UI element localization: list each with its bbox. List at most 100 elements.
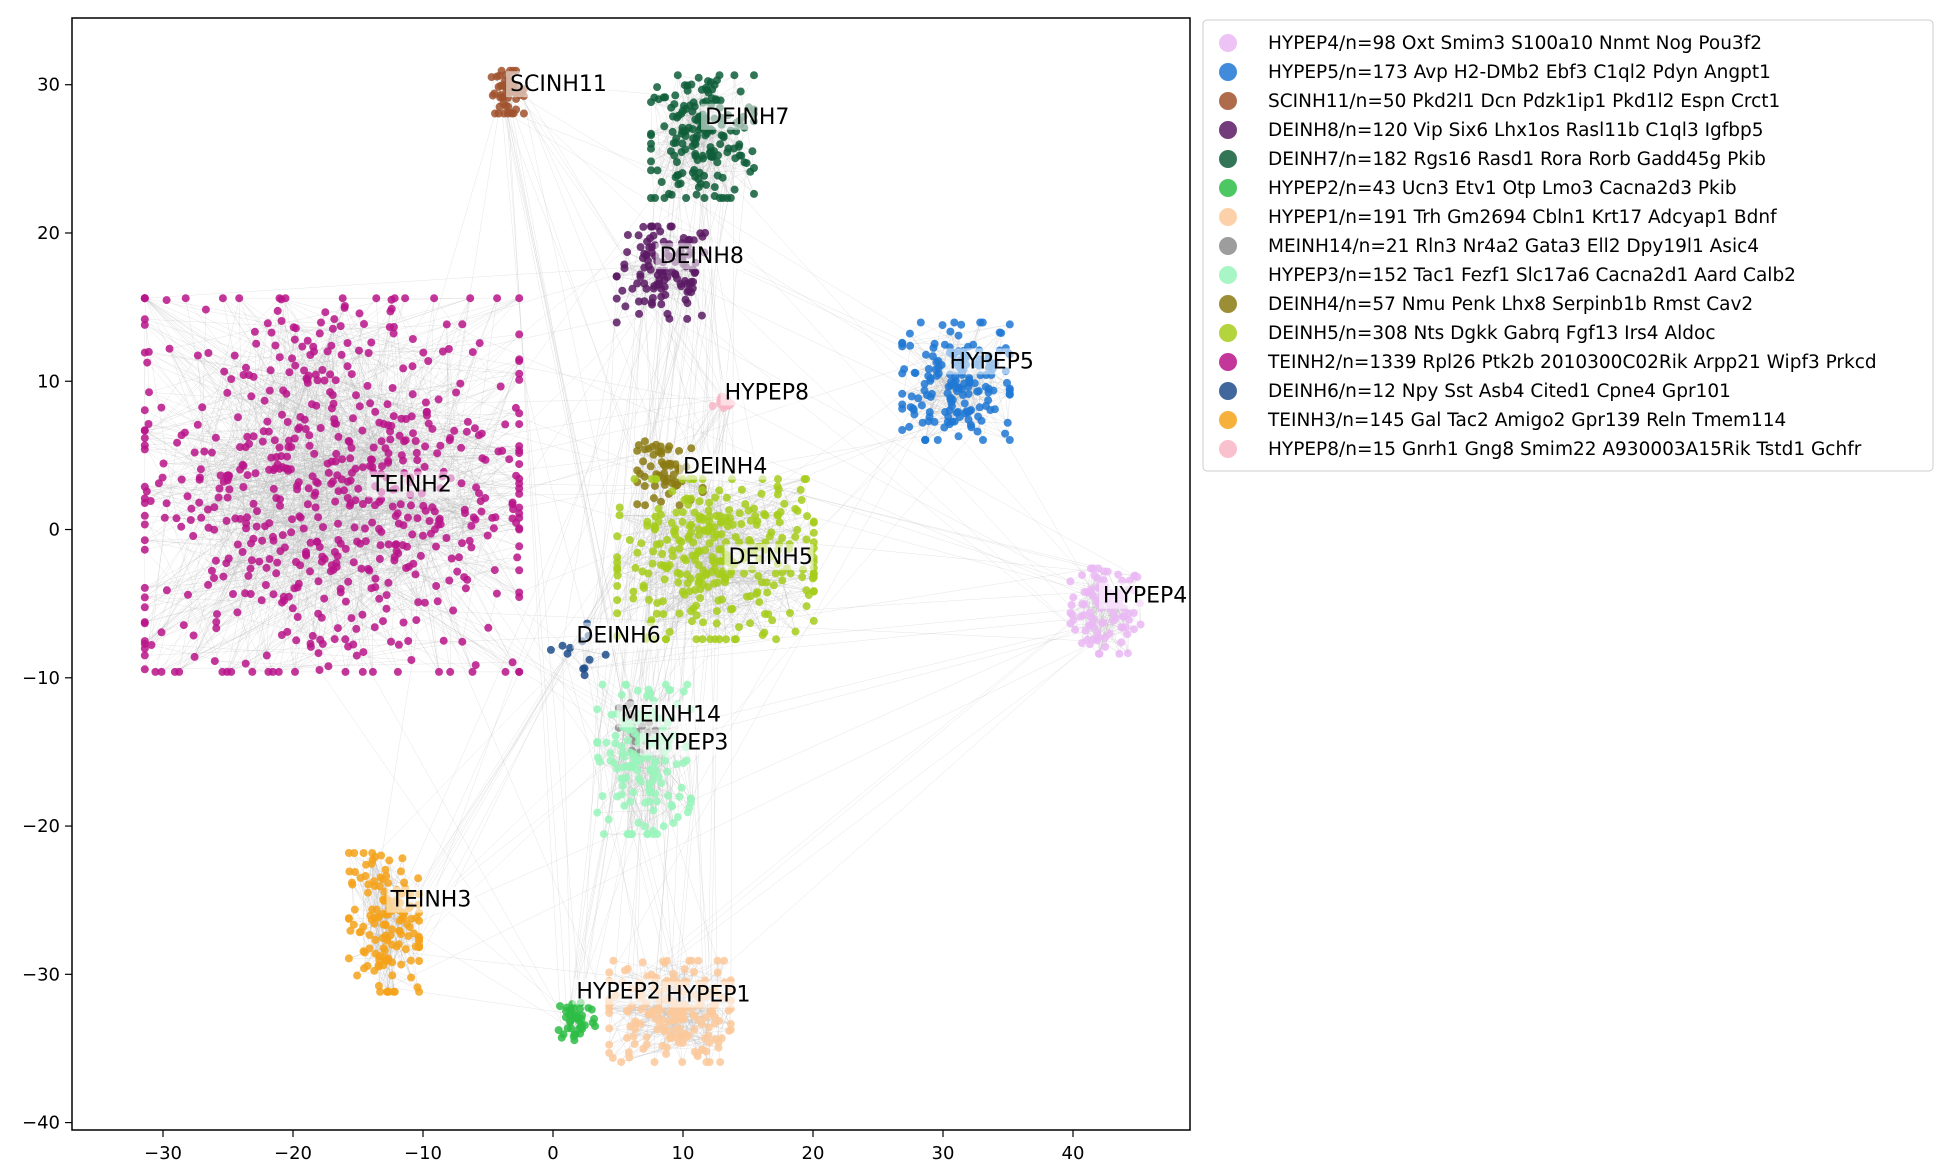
data-point (267, 453, 276, 462)
data-point (368, 518, 377, 527)
data-point (380, 946, 389, 955)
data-point (333, 624, 342, 633)
data-point (275, 464, 284, 473)
data-point (348, 468, 356, 477)
data-point (650, 93, 659, 102)
data-point (154, 479, 163, 488)
data-point (973, 427, 982, 436)
data-point (173, 438, 182, 447)
data-point (650, 481, 659, 490)
data-point (663, 535, 671, 544)
data-point (704, 1023, 713, 1032)
data-point (576, 1005, 584, 1013)
data-point (314, 513, 323, 522)
data-point (724, 1006, 733, 1015)
cluster-label: HYPEP3 (644, 730, 728, 755)
data-point (384, 540, 393, 549)
data-point (304, 484, 313, 493)
data-point (393, 509, 402, 518)
data-point (496, 93, 505, 102)
data-point (346, 454, 355, 463)
data-point (341, 544, 350, 553)
data-point (426, 529, 435, 538)
data-point (300, 366, 309, 375)
data-point (623, 248, 632, 257)
data-point (1094, 633, 1103, 642)
data-point (618, 763, 627, 772)
data-point (376, 987, 385, 996)
data-point (681, 556, 690, 565)
data-point (515, 409, 524, 418)
data-point (690, 1012, 699, 1020)
data-point (355, 346, 363, 355)
data-point (924, 417, 933, 426)
data-point (344, 577, 353, 586)
legend-marker (1219, 295, 1237, 313)
data-point (145, 388, 153, 397)
data-point (216, 471, 225, 480)
data-point (704, 506, 713, 515)
data-point (613, 596, 622, 605)
data-point (413, 456, 422, 465)
data-point (377, 437, 386, 446)
data-point (515, 525, 524, 534)
data-point (220, 367, 229, 376)
data-point (350, 849, 359, 857)
data-point (1115, 649, 1124, 658)
data-point (394, 519, 403, 528)
data-point (601, 650, 610, 659)
data-point (436, 441, 445, 450)
data-point (190, 652, 199, 661)
data-point (687, 494, 695, 503)
data-point (389, 323, 398, 331)
data-point (611, 739, 620, 748)
data-point (1001, 429, 1010, 438)
data-point (374, 962, 383, 971)
data-point (995, 328, 1004, 337)
data-point (252, 522, 261, 531)
data-point (682, 756, 691, 765)
data-point (668, 127, 677, 136)
data-point (393, 667, 402, 676)
data-point (368, 667, 377, 676)
data-point (513, 553, 522, 562)
legend-marker (1219, 411, 1237, 429)
data-point (151, 667, 160, 676)
data-point (515, 355, 524, 364)
data-point (1083, 635, 1092, 644)
data-point (1003, 378, 1011, 387)
data-point (640, 297, 649, 306)
data-point (214, 493, 223, 502)
cluster-label: DEINH7 (705, 105, 789, 130)
data-point (140, 593, 149, 602)
data-point (162, 586, 171, 595)
data-point (365, 931, 374, 939)
data-point (909, 404, 917, 413)
data-point (1101, 642, 1110, 651)
cluster-label-bg (701, 103, 791, 130)
data-point (328, 391, 337, 399)
data-point (314, 649, 323, 658)
data-point (444, 345, 453, 353)
data-point (328, 324, 337, 333)
data-point (358, 667, 367, 676)
legend-entry: MEINH14/n=21 Rln3 Nr4a2 Gata3 Ell2 Dpy19… (1268, 236, 1759, 257)
data-point (288, 515, 296, 524)
data-point (442, 534, 451, 542)
data-point (649, 806, 658, 815)
data-point (515, 330, 524, 339)
data-point (383, 934, 392, 943)
data-point (675, 447, 683, 455)
data-point (623, 1033, 632, 1042)
data-point (752, 520, 761, 529)
data-point (640, 263, 649, 272)
data-point (359, 648, 368, 657)
cluster-label-bg (616, 701, 720, 728)
data-point (750, 189, 758, 198)
data-point (647, 166, 655, 175)
data-point (669, 819, 678, 827)
data-point (466, 294, 475, 303)
data-point (677, 783, 686, 792)
data-point (332, 449, 341, 458)
data-point (387, 304, 396, 313)
